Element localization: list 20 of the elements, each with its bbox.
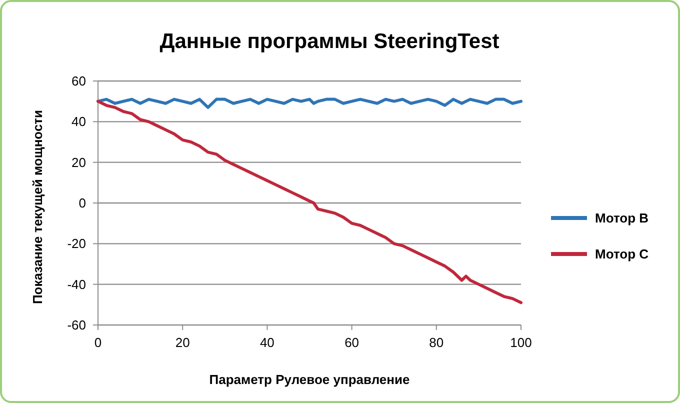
chart-title: Данные программы SteeringTest	[160, 30, 500, 53]
x-tick-label: 60	[344, 335, 360, 350]
line-series	[96, 98, 522, 109]
x-tick-label: 100	[510, 335, 532, 350]
y-tick-label: -40	[67, 276, 86, 292]
y-tick-label: 60	[72, 74, 86, 89]
x-axis-title: Параметр Рулевое управление	[209, 372, 410, 387]
y-tick-label: -20	[67, 236, 86, 252]
legend-label: Мотор C	[595, 246, 650, 262]
line-series	[96, 100, 522, 304]
legend-label: Мотор B	[595, 210, 649, 226]
y-tick-label: -60	[67, 318, 86, 333]
x-tick-label: 40	[260, 335, 274, 350]
y-axis-title: Показание текущей мощности	[30, 110, 45, 304]
y-tick-label: 0	[78, 196, 86, 211]
y-tick-label: 20	[72, 154, 86, 170]
y-tick-label: 40	[72, 114, 86, 130]
x-tick-label: 80	[429, 335, 444, 350]
x-tick-label: 20	[175, 335, 190, 350]
x-tick-label: 0	[94, 335, 102, 350]
